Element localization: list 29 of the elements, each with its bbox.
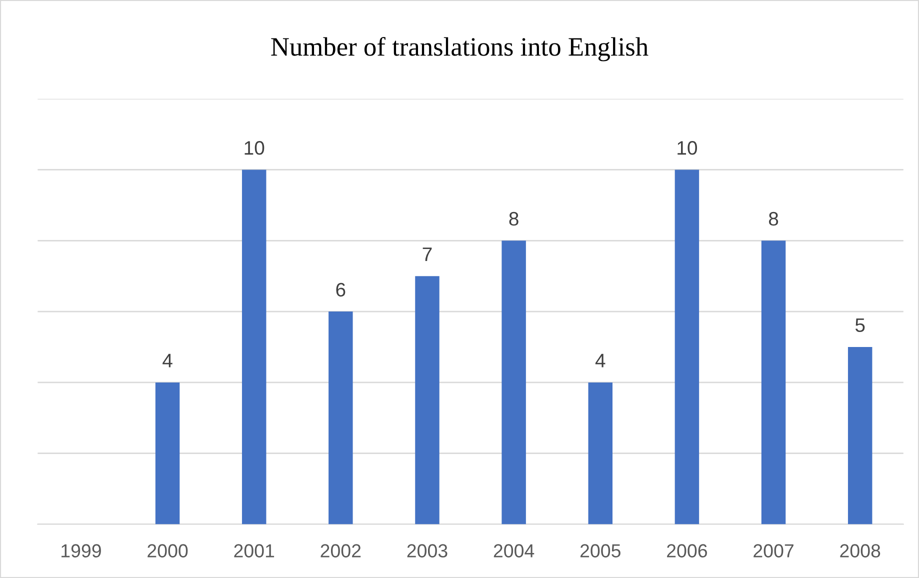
x-tick-label: 2008 (840, 544, 880, 558)
bar (502, 240, 526, 524)
x-tick-label: 2003 (407, 544, 448, 558)
bar (242, 170, 266, 524)
data-label: 8 (768, 212, 778, 226)
x-tick-label: 2005 (580, 544, 620, 558)
data-label: 6 (336, 282, 346, 297)
x-tick-label: 2004 (494, 544, 534, 558)
data-label: 10 (678, 141, 698, 155)
data-label: 10 (244, 141, 264, 155)
data-label: 5 (855, 318, 865, 332)
data-label: 7 (422, 248, 432, 261)
x-tick-label: 2007 (754, 544, 794, 558)
bar (674, 170, 700, 524)
bar (848, 346, 872, 524)
bar (588, 382, 612, 524)
x-tick-label: 2001 (234, 544, 274, 558)
x-tick-label: 2006 (667, 544, 707, 558)
bar (415, 276, 440, 524)
data-label: 4 (162, 354, 172, 368)
x-tick-label: 2000 (148, 544, 188, 558)
bar (155, 382, 180, 524)
x-tick-label: 2002 (320, 544, 361, 558)
data-label: 8 (509, 212, 518, 226)
x-tick-label: 1999 (62, 544, 101, 558)
data-label: 4 (595, 354, 606, 368)
bar (328, 312, 353, 524)
bar (761, 240, 786, 524)
chart-title: Number of translations into English (271, 36, 648, 62)
